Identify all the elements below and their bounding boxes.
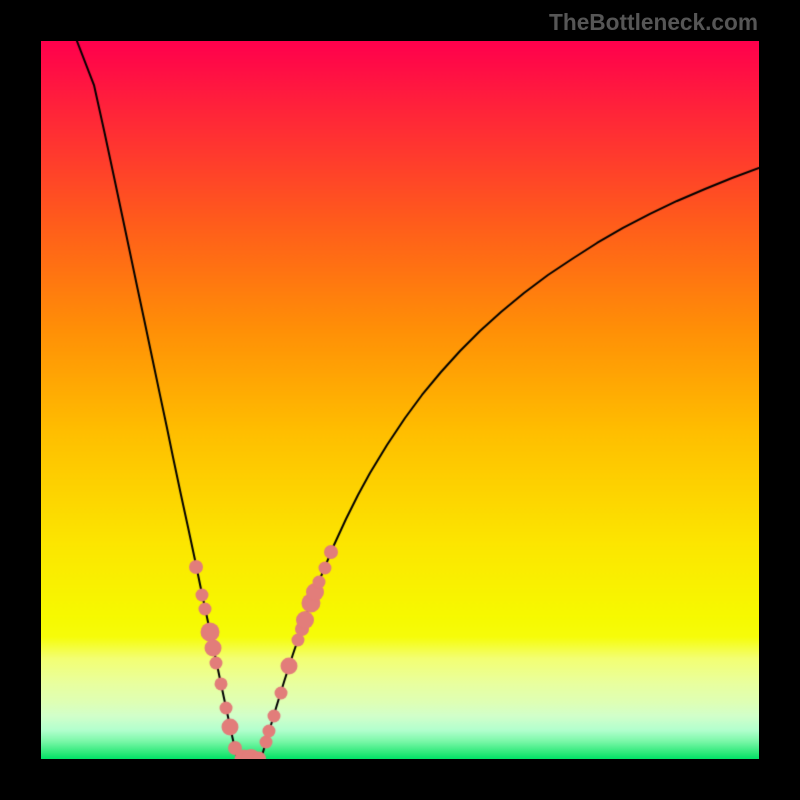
watermark-label: TheBottleneck.com [549,9,758,36]
plot-area [41,41,759,759]
chart-stage: TheBottleneck.com [0,0,800,800]
